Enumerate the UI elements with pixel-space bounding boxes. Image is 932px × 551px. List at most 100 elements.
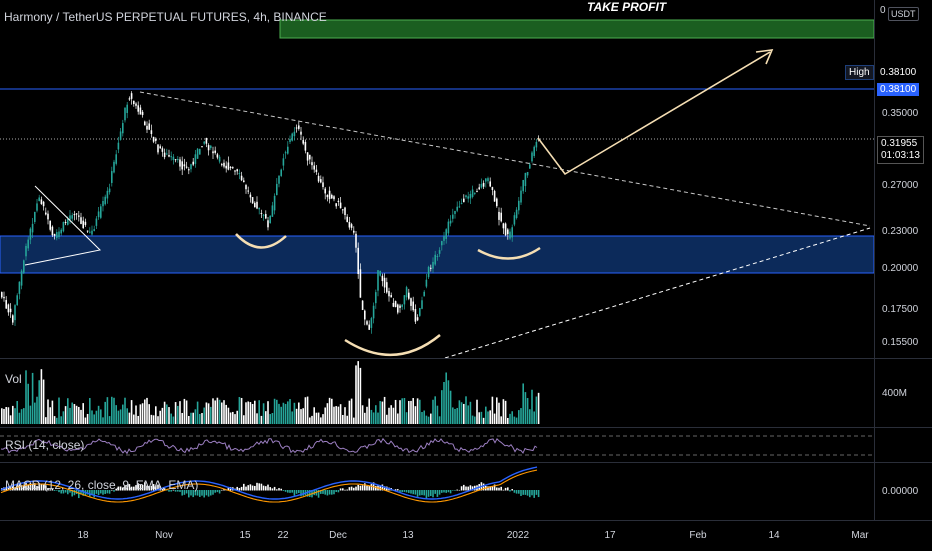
volume-bar	[438, 416, 441, 424]
candle-body	[152, 136, 155, 142]
volume-bar	[172, 416, 175, 424]
candle-body	[214, 150, 216, 153]
volume-bar	[324, 407, 326, 424]
candle-body	[410, 298, 412, 306]
macd-histogram-bar	[518, 490, 520, 494]
volume-bar	[309, 417, 311, 424]
macd-histogram-bar	[192, 490, 194, 498]
candle-body	[260, 213, 263, 215]
volume-bar	[194, 409, 197, 424]
chart-canvas[interactable]	[0, 0, 874, 520]
volume-bar	[16, 400, 18, 424]
time-scale[interactable]	[0, 520, 932, 551]
volume-bar	[447, 380, 450, 424]
macd-histogram-bar	[172, 489, 175, 491]
left-shoulder-arc	[235, 233, 287, 249]
candle-body	[458, 206, 461, 208]
macd-histogram-bar	[267, 484, 269, 491]
candle-body	[364, 310, 366, 320]
high-price-tag: 0.38100	[877, 66, 920, 79]
volume-bar	[130, 400, 133, 424]
candle-body	[181, 161, 183, 170]
macd-histogram-bar	[326, 490, 329, 496]
macd-histogram-bar	[339, 488, 342, 491]
candle-body	[337, 200, 340, 202]
macd-histogram-bar	[465, 486, 467, 491]
macd-histogram-bar	[203, 490, 205, 498]
candle-body	[328, 190, 331, 200]
candle-body	[304, 141, 307, 151]
macd-histogram-bar	[284, 490, 287, 492]
macd-label: MACD (12, 26, close, 9, EMA, EMA)	[5, 478, 199, 492]
volume-bar	[498, 402, 500, 424]
candle-body	[359, 269, 362, 298]
volume-bar	[480, 411, 483, 424]
volume-bar	[207, 403, 210, 424]
macd-histogram-bar	[240, 486, 243, 491]
macd-histogram-bar	[31, 484, 34, 491]
candle-body	[454, 210, 456, 214]
candle-body	[249, 194, 252, 198]
macd-histogram-bar	[91, 490, 93, 495]
volume-bar	[416, 398, 419, 424]
currency-button[interactable]: USDT	[888, 7, 919, 21]
candle-body	[427, 266, 430, 278]
macd-histogram-bar	[454, 490, 456, 491]
pane-separator[interactable]	[0, 462, 932, 463]
volume-bar	[150, 414, 153, 424]
candle-body	[58, 231, 60, 237]
candle-body	[245, 185, 247, 190]
volume-bar	[45, 417, 47, 424]
candle-body	[133, 100, 135, 104]
candle-body	[460, 203, 463, 205]
macd-histogram-bar	[487, 486, 489, 491]
volume-bar	[392, 407, 395, 424]
volume-bar	[9, 415, 12, 424]
volume-bar	[535, 396, 538, 424]
candle-body	[401, 304, 403, 307]
candle-body	[168, 154, 170, 157]
candle-body	[280, 169, 282, 176]
volume-bar	[128, 412, 131, 424]
volume-bar	[34, 402, 36, 424]
date-tick: Mar	[851, 530, 869, 541]
volume-bar	[89, 398, 91, 424]
volume-bar	[278, 403, 280, 424]
macd-histogram-bar	[306, 490, 309, 497]
candle-body	[383, 277, 386, 288]
macd-histogram-bar	[179, 490, 181, 492]
macd-histogram-bar	[368, 485, 370, 491]
macd-histogram-bar	[441, 490, 443, 493]
macd-line	[0, 466, 538, 500]
volume-bar	[425, 415, 428, 424]
macd-histogram-bar	[218, 490, 221, 494]
volume-bar	[247, 401, 249, 424]
volume-bar	[64, 406, 67, 424]
volume-bar	[507, 417, 509, 424]
volume-bar	[467, 405, 469, 424]
macd-histogram-bar	[366, 485, 368, 491]
volume-bar	[377, 412, 379, 424]
volume-bar	[529, 409, 531, 424]
candle-body	[34, 211, 36, 222]
support-zone	[0, 235, 874, 274]
volume-bar	[56, 417, 58, 424]
macd-histogram-bar	[529, 490, 531, 498]
pane-separator[interactable]	[0, 427, 932, 428]
macd-histogram-bar	[394, 489, 397, 491]
volume-bar	[236, 410, 238, 424]
candle-body	[438, 250, 441, 254]
volume-bar	[221, 402, 223, 424]
volume-bar	[298, 402, 300, 424]
pane-separator[interactable]	[0, 358, 932, 359]
candle-body	[163, 152, 166, 158]
macd-histogram-bar	[403, 490, 406, 492]
macd-histogram-bar	[163, 488, 166, 491]
macd-histogram-bar	[196, 490, 199, 496]
volume-bar	[218, 399, 221, 424]
macd-histogram-bar	[9, 486, 12, 491]
candle-body	[313, 165, 315, 170]
volume-bar	[113, 397, 115, 424]
volume-bar	[491, 396, 494, 424]
volume-bar	[243, 415, 245, 424]
